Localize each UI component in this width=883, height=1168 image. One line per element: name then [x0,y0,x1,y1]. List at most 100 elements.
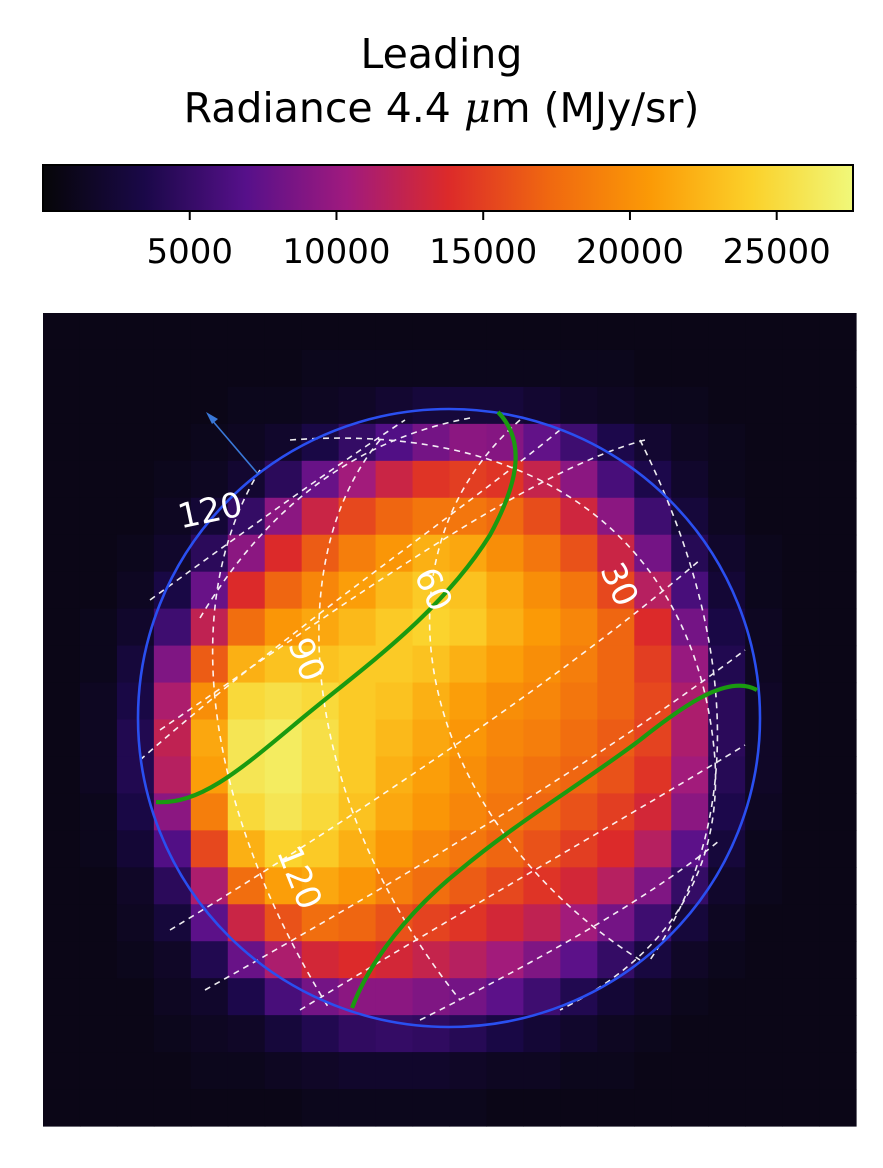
heatmap-cell [301,1089,340,1127]
heatmap-cell [708,756,746,794]
heatmap-cell [412,386,451,425]
heatmap-cell [227,313,266,351]
heatmap-cell [634,423,672,462]
heatmap-cell [560,793,598,831]
heatmap-cell [375,830,414,868]
heatmap-cell [190,978,229,1016]
heatmap-cell [486,682,524,721]
heatmap-cell [708,534,746,573]
heatmap-cell [597,1015,635,1053]
heatmap-cell [597,534,635,573]
heatmap-cell [227,1089,266,1127]
heatmap-cell [116,1052,155,1090]
graticule-line [169,559,701,931]
heatmap-cell [412,1089,451,1127]
heatmap-cell [782,608,820,647]
colorbar: 5000 10000 15000 20000 25000 [42,164,854,272]
heatmap-cell [782,941,820,979]
heatmap-cell [153,349,192,388]
colorbar-tick-label: 25000 [723,232,831,272]
heatmap-cell [745,497,783,536]
heatmap-cell [819,608,857,647]
heatmap-cell [79,313,118,351]
heatmap-cell [782,682,820,721]
green-curve-upper [155,410,518,805]
heatmap-cell [449,349,488,388]
heatmap-cell [79,941,118,979]
heatmap-cell [819,941,857,979]
heatmap-cell [190,460,229,499]
heatmap-cell [671,904,709,942]
heatmap-cell [412,830,451,868]
heatmap-cell [190,497,229,536]
heatmap-cell [227,497,266,536]
heatmap-cell [375,571,414,610]
heatmap-cell [819,645,857,684]
heatmap-cell [671,1052,709,1090]
heatmap-cell [449,645,488,684]
heatmap-cell [523,497,561,536]
heatmap-cell [375,719,414,758]
graticule-line [428,419,641,961]
heatmap-cell [597,1089,635,1127]
heatmap-cell [634,386,672,425]
graticule-lines [139,417,746,1021]
heatmap-cell [819,830,857,868]
heatmap-cell [153,904,192,942]
heatmap-cell [449,904,488,942]
heatmap-cell [560,1089,598,1127]
heatmap-cell [116,460,155,499]
heatmap-cell [560,941,598,979]
heatmap-cell [79,423,118,462]
heatmap-cell [782,534,820,573]
heatmap-cell [264,497,303,536]
heatmap-cell [301,830,340,868]
heatmap-cell [560,313,598,351]
heatmap-cell [745,867,783,905]
heatmap-cell [819,978,857,1016]
heatmap-cell [560,645,598,684]
heatmap-cell [264,571,303,610]
heatmap-cell [449,423,488,462]
heatmap-cell [708,497,746,536]
heatmap-cell [782,571,820,610]
heatmap-cell [634,904,672,942]
heatmap-cell [560,830,598,868]
north-arrow-head [206,412,218,424]
heatmap-cell [301,1015,340,1053]
heatmap-cell [597,904,635,942]
colorbar-label-suffix: m (MJy/sr) [490,84,700,132]
heatmap-cell [412,793,451,831]
heatmap-cell [153,1052,192,1090]
heatmap-cell [782,756,820,794]
heatmap-cell [79,497,118,536]
heatmap-cell [449,941,488,979]
heatmap-cell [43,1089,81,1127]
heatmap-cell [190,423,229,462]
heatmap-cell [227,978,266,1016]
heatmap-cell [597,978,635,1016]
heatmap-cell [264,1015,303,1053]
colorbar-label: Radiance 4.4 μm (MJy/sr) [0,84,883,132]
heatmap-cell [782,349,820,388]
heatmap-cell [264,1089,303,1127]
heatmap-cell [671,460,709,499]
heatmap-cell [708,867,746,905]
heatmap-cell [79,978,118,1016]
heatmap-cell [708,904,746,942]
heatmap-cell [745,830,783,868]
heatmap-cell [43,645,81,684]
heatmap-cell [819,571,857,610]
heatmap-cell [412,423,451,462]
heatmap-cell [449,793,488,831]
heatmap-cell [634,1052,672,1090]
heatmap-cell [560,571,598,610]
heatmap-cell [338,867,377,905]
graticule-line [299,744,746,1011]
heatmap-cell [43,460,81,499]
heatmap-cell [671,423,709,462]
heatmap-cell [597,793,635,831]
heatmap-cell [782,793,820,831]
heatmap-cell [227,534,266,573]
